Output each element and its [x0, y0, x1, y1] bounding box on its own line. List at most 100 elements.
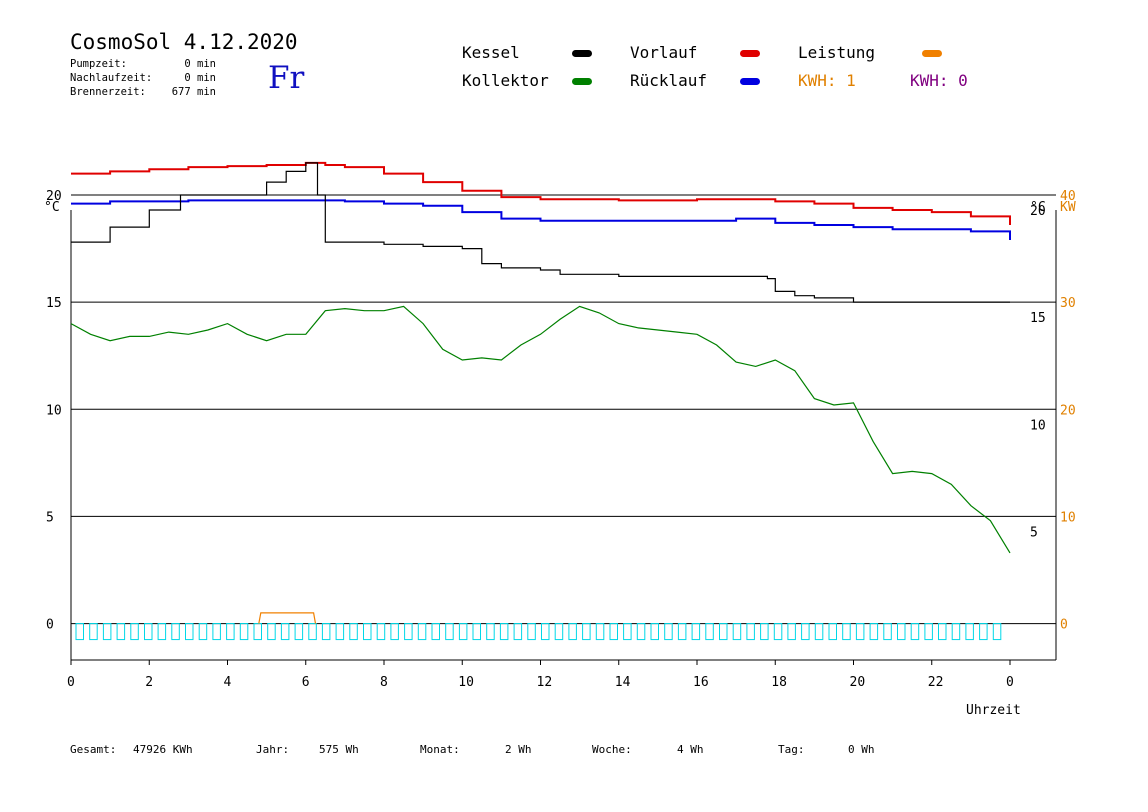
- x-tick-label: 16: [693, 675, 709, 690]
- pulse-mark: [185, 623, 194, 641]
- stat-value: 677 min: [171, 86, 216, 98]
- pulse-mark: [828, 623, 837, 641]
- series-kollektor: [70, 305, 1011, 554]
- pulse-mark: [992, 623, 1002, 641]
- pulse-mark: [198, 623, 208, 641]
- y-kw-tick-label: 20: [1060, 403, 1076, 418]
- y-left-unit: °C: [44, 200, 60, 215]
- pulse-mark: [431, 623, 440, 641]
- x-tick-label: 8: [380, 675, 388, 690]
- legend-kessel-label: Kessel: [462, 43, 520, 62]
- footer-jahr-value: 575 Wh: [319, 743, 359, 756]
- pulse-mark: [773, 623, 783, 641]
- pulse-mark: [226, 623, 235, 641]
- pulse-mark: [691, 623, 701, 641]
- pulse-mark: [965, 623, 974, 641]
- pulse-mark: [239, 623, 249, 641]
- footer-gesamt-value: 47926 KWh: [133, 743, 193, 756]
- pulse-mark: [527, 623, 536, 641]
- legend-kwh1-label: KWH: 1: [798, 71, 856, 90]
- pulse-mark: [595, 623, 605, 641]
- y-kw-unit: KW: [1060, 200, 1076, 215]
- pulse-mark: [869, 623, 879, 641]
- y-left-tick-label: 10: [46, 403, 62, 418]
- pulse-mark: [486, 623, 495, 641]
- pulse-mark: [458, 623, 468, 641]
- legend-vorlauf-swatch: [740, 50, 760, 57]
- pulse-mark: [75, 623, 84, 641]
- legend-kollektor-label: Kollektor: [462, 71, 549, 90]
- y-kw-tick-label: 0: [1060, 618, 1068, 633]
- pulse-mark: [842, 623, 851, 641]
- footer-monat-value: 2 Wh: [505, 743, 532, 756]
- pulse-mark: [623, 623, 632, 641]
- stat-label: Brennerzeit:: [70, 86, 146, 98]
- pulse-mark: [157, 623, 167, 641]
- pulse-mark: [390, 623, 399, 641]
- pulse-mark: [321, 623, 331, 641]
- footer-tag-value: 0 Wh: [848, 743, 875, 756]
- y-kw-tick-label: 30: [1060, 296, 1076, 311]
- chart-axes: [70, 210, 1057, 665]
- x-tick-label: 0: [1006, 675, 1014, 690]
- pulse-mark: [445, 623, 454, 641]
- x-tick-label: 18: [771, 675, 787, 690]
- series-leistung: [258, 612, 317, 624]
- stat-row: Pumpzeit: 0 min: [70, 58, 216, 70]
- pulse-mark: [855, 623, 865, 641]
- pulse-mark: [513, 623, 523, 641]
- pulse-mark: [267, 623, 276, 641]
- pulse-mark: [582, 623, 591, 641]
- y-kw-tick-label: 40: [1060, 189, 1076, 204]
- pulse-mark: [171, 623, 180, 641]
- pulse-mark: [924, 623, 933, 641]
- legend-kessel-swatch: [572, 50, 592, 57]
- pulse-mark: [130, 623, 139, 641]
- series-kessel: [71, 162, 1010, 303]
- chart-series: [70, 161, 1011, 641]
- pulse-mark: [212, 623, 221, 641]
- legend-kwh2-label: KWH: 0: [910, 71, 968, 90]
- stat-row: Brennerzeit: 677 min: [70, 86, 216, 98]
- chart-grid: [71, 194, 1056, 625]
- pulse-mark: [472, 623, 481, 641]
- pulse-mark: [664, 623, 673, 641]
- pulse-mark: [719, 623, 728, 641]
- y-right-tick-label: 10: [1030, 418, 1046, 433]
- pulse-mark: [417, 623, 427, 641]
- footer-monat-label: Monat:: [420, 743, 460, 756]
- pulse-mark: [732, 623, 742, 641]
- pulse-mark: [308, 623, 317, 641]
- pulse-mark: [280, 623, 290, 641]
- legend-leistung-label: Leistung: [798, 43, 876, 62]
- pulse-mark: [979, 623, 988, 641]
- footer-gesamt-label: Gesamt:: [70, 743, 117, 756]
- legend-ruecklauf-swatch: [740, 78, 760, 85]
- x-tick-label: 2: [145, 675, 153, 690]
- footer-woche-label: Woche:: [592, 743, 632, 756]
- stat-row: Nachlaufzeit: 0 min: [70, 72, 216, 84]
- pulse-mark: [349, 623, 358, 641]
- pulse-mark: [705, 623, 714, 641]
- pulse-mark: [89, 623, 98, 641]
- pulse-mark: [102, 623, 112, 641]
- x-tick-label: 20: [850, 675, 866, 690]
- pulse-mark: [636, 623, 646, 641]
- pulse-mark: [650, 623, 659, 641]
- pulse-mark: [883, 623, 892, 641]
- x-tick-label: 12: [537, 675, 553, 690]
- pulse-mark: [938, 623, 947, 641]
- legend-leistung-swatch: [922, 50, 942, 57]
- y-left-tick-label: 20: [46, 189, 62, 204]
- y-left-tick-label: 5: [46, 510, 54, 525]
- pulse-mark: [541, 623, 550, 641]
- y-right-tick-label: 5: [1030, 525, 1038, 540]
- x-axis-label: Uhrzeit: [966, 703, 1021, 718]
- pulse-mark: [897, 623, 906, 641]
- stat-value: 0 min: [184, 58, 216, 70]
- stat-label: Pumpzeit:: [70, 58, 127, 70]
- y-left-tick-label: 15: [46, 296, 62, 311]
- y-kw-tick-label: 10: [1060, 510, 1076, 525]
- footer-woche-value: 4 Wh: [677, 743, 704, 756]
